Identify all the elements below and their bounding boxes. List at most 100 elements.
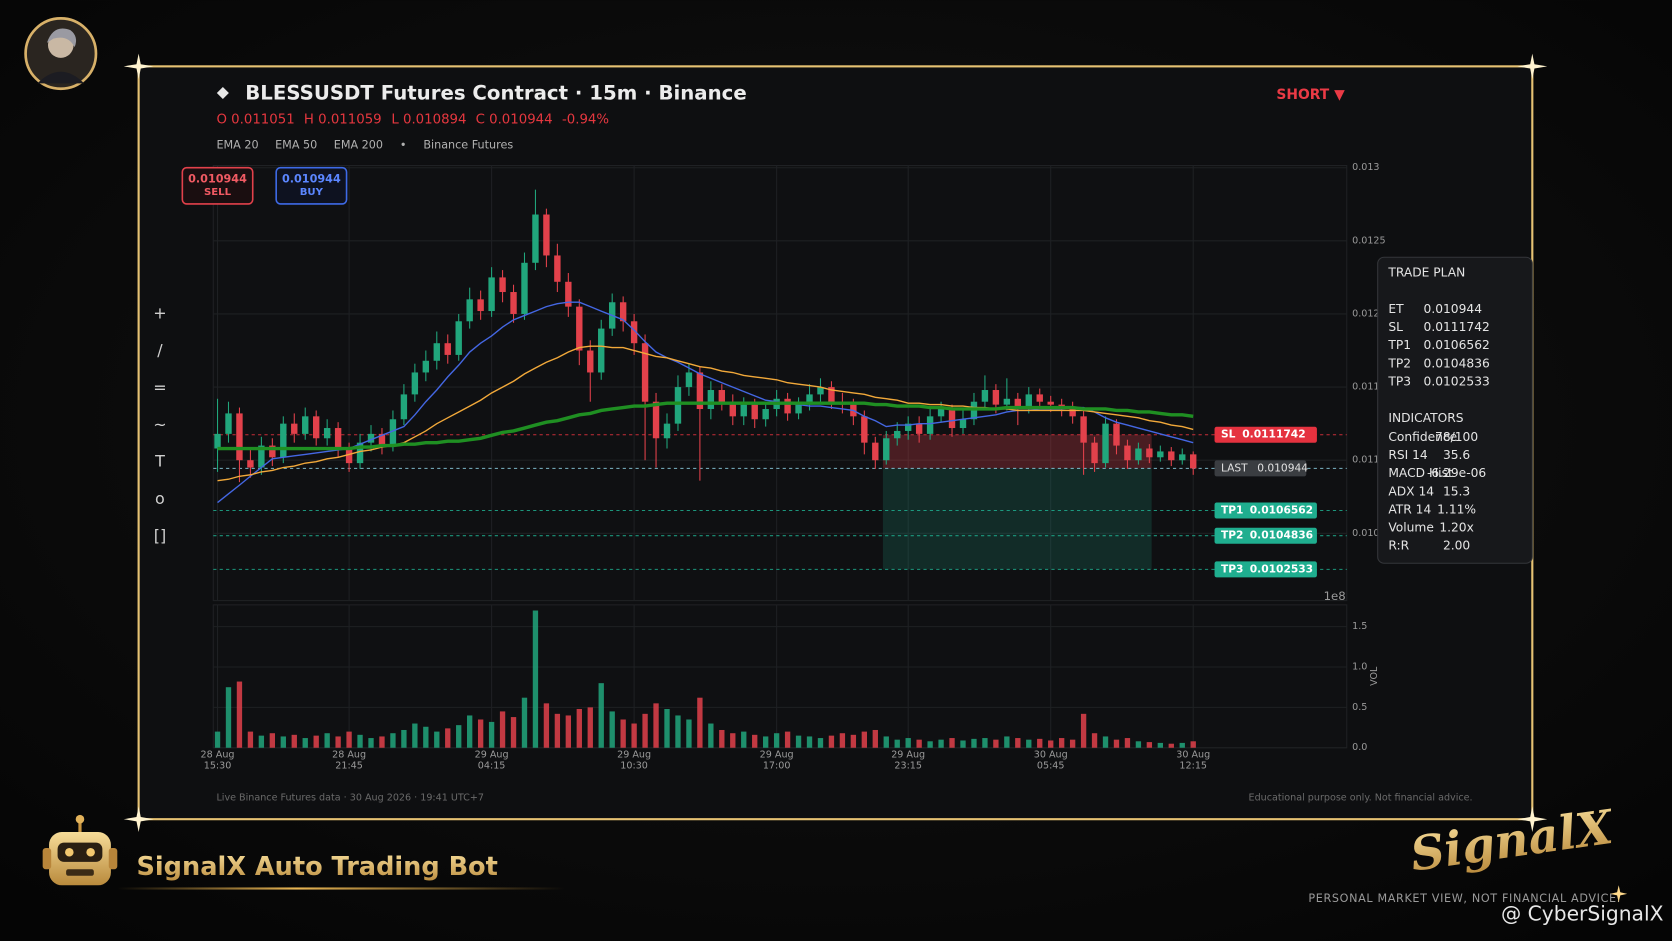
candle-body xyxy=(872,442,879,461)
volume-bar xyxy=(510,717,517,748)
avatar xyxy=(24,17,98,91)
volume-bar xyxy=(456,725,462,748)
volume-bar xyxy=(894,739,900,748)
reward-zone xyxy=(882,468,1152,570)
volume-bar xyxy=(828,735,835,748)
plan-key: ET xyxy=(1388,302,1404,316)
candle-body xyxy=(762,409,769,420)
x-tick-label: 29 Aug xyxy=(617,750,651,761)
volume-bar xyxy=(872,729,878,748)
tool-button[interactable]: + xyxy=(153,303,166,322)
tool-button[interactable]: [] xyxy=(154,526,166,545)
level-badge xyxy=(1214,460,1307,477)
volume-bar xyxy=(390,733,396,748)
x-tick-label: 30 Aug xyxy=(1176,750,1210,761)
volume-bar xyxy=(1069,739,1076,748)
sell-price[interactable]: 0.010944 xyxy=(188,172,247,185)
candle-body xyxy=(345,448,353,464)
buy-label[interactable]: BUY xyxy=(300,187,324,198)
candle-body xyxy=(499,277,506,293)
candle-body xyxy=(587,350,594,373)
sell-button-box[interactable] xyxy=(181,166,254,205)
volume-bar xyxy=(1080,713,1087,748)
tool-button[interactable]: T xyxy=(154,451,165,470)
level-value: 0.0106562 xyxy=(1250,503,1313,516)
volume-bar xyxy=(664,708,670,748)
candle-body xyxy=(937,409,945,417)
side-dropdown[interactable]: SHORT ▼ xyxy=(1276,87,1345,103)
volume-bar xyxy=(1102,736,1109,748)
volume-bar xyxy=(806,736,813,748)
candle-body xyxy=(674,387,682,424)
tool-button[interactable]: ~ xyxy=(153,415,166,434)
volume-bar xyxy=(784,731,791,748)
volume-bar xyxy=(1048,740,1054,748)
volume-bar xyxy=(620,719,626,748)
plan-key: TP1 xyxy=(1387,338,1411,352)
candle-body xyxy=(510,292,517,314)
candle-body xyxy=(1014,398,1022,408)
plan-value: 0.0106562 xyxy=(1424,338,1490,352)
plan-key: SL xyxy=(1388,320,1403,334)
buy-button[interactable]: 0.010944 BUY xyxy=(275,166,348,205)
tool-button[interactable]: o xyxy=(155,489,165,508)
volume-bar xyxy=(357,734,363,748)
volume-bar xyxy=(258,735,265,748)
plan-value: 0.0104836 xyxy=(1424,356,1490,370)
buy-price[interactable]: 0.010944 xyxy=(282,172,341,185)
tool-button[interactable]: = xyxy=(153,378,166,397)
trade-plan-box xyxy=(1377,256,1533,564)
tool-button[interactable]: / xyxy=(157,341,163,360)
sell-button[interactable]: 0.010944 SELL xyxy=(181,166,254,205)
candle-body xyxy=(334,428,342,449)
risk-zone xyxy=(882,434,1152,469)
candle-body xyxy=(444,343,451,355)
candle-body xyxy=(696,372,704,410)
ohlc-open: O 0.011051 xyxy=(216,113,294,128)
indicator-key: Volume xyxy=(1388,521,1434,535)
indicator-value: 1.20x xyxy=(1439,521,1474,535)
candle-body xyxy=(1047,401,1054,405)
volume-bar xyxy=(982,738,988,748)
volume-bar xyxy=(642,713,648,748)
level-name: SL xyxy=(1221,428,1236,441)
legend-separator: • xyxy=(400,138,407,151)
candle-body xyxy=(948,409,956,429)
indicator-value: 2.00 xyxy=(1443,539,1470,553)
volume-bar xyxy=(1113,739,1120,748)
volume-scale-label: 1e8 xyxy=(1324,589,1346,603)
candle-body xyxy=(378,433,386,446)
volume-tick-label: 1.5 xyxy=(1352,621,1367,632)
volume-bar xyxy=(587,707,593,748)
volume-bar xyxy=(653,703,659,748)
candle-body xyxy=(258,445,265,468)
volume-bar xyxy=(1004,736,1010,748)
volume-bar xyxy=(445,728,451,748)
candle-body xyxy=(400,394,408,420)
chart-title: BLESSUSDT Futures Contract · 15m · Binan… xyxy=(245,82,746,105)
sparkle xyxy=(1610,885,1628,903)
x-tick-label: 17:00 xyxy=(763,760,791,771)
plan-value: 0.010944 xyxy=(1424,302,1483,316)
candle-body xyxy=(543,214,550,256)
sell-label[interactable]: SELL xyxy=(204,187,232,198)
indicator-key: ATR 14 xyxy=(1388,502,1431,516)
volume-bar xyxy=(247,731,254,748)
volume-bar xyxy=(905,738,911,748)
candle-body xyxy=(367,433,375,443)
candle-body xyxy=(291,423,298,434)
candle-body xyxy=(554,255,561,282)
volume-axis-label: VOL xyxy=(1369,666,1380,686)
x-tick-label: 05:45 xyxy=(1037,760,1065,771)
candle-body xyxy=(1091,442,1098,464)
level-name: TP3 xyxy=(1221,562,1244,575)
candle-body xyxy=(641,343,649,402)
candle-body xyxy=(729,401,736,417)
indicator-key: Confidence xyxy=(1388,430,1457,444)
volume-bar xyxy=(609,711,615,748)
candle-body xyxy=(565,281,572,307)
ohlc-row: O 0.011051 H 0.011059 L 0.010894 C 0.010… xyxy=(216,113,609,128)
buy-button-box[interactable] xyxy=(275,166,348,205)
volume-bar xyxy=(916,739,922,748)
